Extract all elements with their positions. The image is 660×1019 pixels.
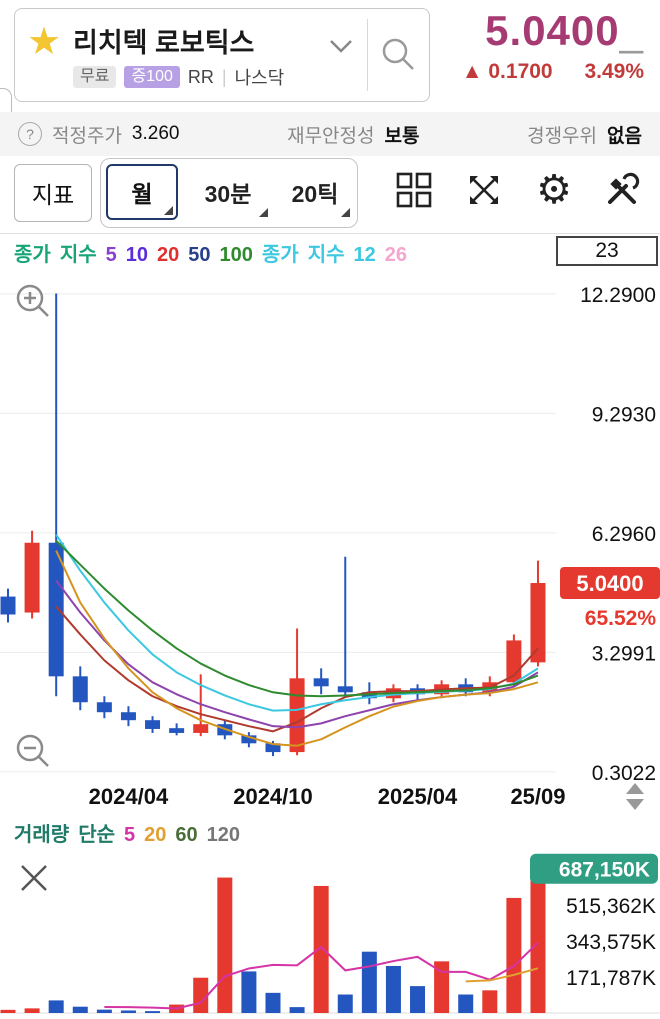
svg-text:5.0400: 5.0400: [576, 571, 643, 596]
legend-item: 지수: [307, 244, 345, 266]
help-icon[interactable]: ?: [18, 122, 42, 146]
stability-group: 재무안정성 보통: [287, 121, 419, 148]
advantage-label: 경쟁우위: [527, 125, 598, 147]
svg-text:3.2991: 3.2991: [592, 642, 656, 665]
svg-text:6.2960: 6.2960: [592, 523, 656, 546]
legend-item: 26: [384, 244, 407, 266]
svg-text:687,150K: 687,150K: [559, 859, 650, 882]
zoom-out-button[interactable]: [14, 732, 54, 772]
stock-name[interactable]: 리치텍 로보틱스: [73, 28, 255, 58]
advantage-value: 없음: [607, 125, 642, 147]
free-badge: 무료: [73, 65, 117, 89]
advantage-group: 경쟁우위 없음: [527, 121, 642, 148]
legend-item: 20: [144, 824, 167, 846]
svg-text:0.3022: 0.3022: [592, 762, 656, 780]
svg-text:343,575K: 343,575K: [566, 931, 656, 954]
rating-label: RR: [187, 66, 214, 87]
search-icon: [382, 38, 414, 70]
period-month-button[interactable]: 월: [106, 164, 178, 220]
legend-item: 50: [188, 244, 211, 266]
stock-badges: 무료 증100 RR | 나스닥: [73, 64, 284, 90]
toolbar-divider: [0, 233, 660, 234]
dropdown-corner-icon: [259, 208, 268, 217]
market-label: 나스닥: [234, 68, 285, 88]
x-axis: 2024/04 2024/10 2025/04 25/09: [0, 784, 660, 814]
price-change: ▲ 0.1700 3.49%: [462, 60, 644, 84]
legend-item: 거래량: [14, 824, 70, 846]
fair-price-group: ? 적정주가 3.260: [18, 121, 179, 148]
fundamentals-bar[interactable]: ? 적정주가 3.260 재무안정성 보통 경쟁우위 없음: [0, 112, 660, 156]
scroll-up-icon[interactable]: [626, 783, 644, 794]
svg-text:9.2930: 9.2930: [592, 403, 656, 426]
volume-chart[interactable]: 687,150K 515,362K 343,575K 171,787K: [0, 845, 660, 1019]
dropdown-corner-icon: [341, 208, 350, 217]
legend-item: 120: [206, 824, 241, 846]
stability-value: 보통: [384, 125, 420, 147]
expand-icon: [470, 176, 498, 204]
grid-layout-icon: [396, 172, 432, 208]
favorite-star-icon[interactable]: ★: [27, 21, 62, 63]
fullscreen-button[interactable]: [462, 168, 506, 212]
zoom-in-icon: [16, 284, 49, 317]
badge-divider: |: [221, 66, 227, 87]
price-cursor: _: [619, 7, 644, 54]
legend-item: 10: [125, 244, 148, 266]
chart-scroll-control[interactable]: [626, 783, 644, 810]
layout-grid-button[interactable]: [392, 168, 436, 212]
margin-badge: 증100: [124, 65, 180, 89]
chevron-down-icon[interactable]: [329, 39, 353, 58]
legend-item: 5: [124, 824, 136, 846]
svg-text:65.52%: 65.52%: [585, 607, 657, 630]
legend-item: 12: [353, 244, 376, 266]
settings-button[interactable]: ⚙: [532, 168, 576, 212]
tools-icon: [608, 172, 640, 204]
volume-close-button[interactable]: [16, 860, 52, 896]
legend-item: 60: [175, 824, 198, 846]
settings-gear-icon: ⚙: [536, 168, 572, 212]
legend-item: 100: [219, 244, 253, 266]
volume-legend: 거래량 단순 5 20 60 120: [14, 818, 249, 847]
legend-item: 20: [157, 244, 180, 266]
x-axis-label: 25/09: [510, 784, 566, 809]
search-button[interactable]: [368, 9, 429, 101]
stability-label: 재무안정성: [287, 125, 375, 147]
legend-item: 종가: [261, 244, 299, 266]
indicator-button[interactable]: 지표: [14, 164, 92, 222]
price-block: 5.0400_ ▲ 0.1700 3.49%: [462, 7, 644, 84]
svg-text:515,362K: 515,362K: [566, 895, 656, 918]
svg-text:12.2900: 12.2900: [580, 284, 656, 307]
current-price: 5.0400_: [485, 7, 644, 54]
price-chart[interactable]: 12.2900 9.2930 6.2960 3.2991 0.3022 5.0400 65.…: [0, 268, 660, 785]
period-20tick-button[interactable]: 20틱: [277, 164, 353, 220]
legend-item: 지수: [59, 244, 97, 266]
price-legend: 종가 지수 5 10 20 50 100 종가 지수 12 26: [14, 238, 416, 267]
change-arrow-icon: ▲: [461, 60, 483, 84]
dropdown-corner-icon: [164, 206, 173, 215]
zoom-out-icon: [16, 734, 49, 767]
svg-text:171,787K: 171,787K: [566, 967, 656, 990]
x-axis-label: 2025/04: [377, 784, 458, 809]
close-icon: [21, 865, 47, 891]
legend-item: 종가: [14, 244, 51, 266]
change-value: 0.1700: [488, 60, 553, 84]
card-divider: [367, 19, 368, 91]
change-percent: 3.49%: [584, 60, 644, 84]
x-axis-label: 2024/04: [88, 784, 169, 809]
legend-item: 5: [105, 244, 117, 266]
fair-price-value: 3.260: [131, 123, 180, 144]
scroll-down-icon[interactable]: [626, 799, 644, 810]
candle-count-box[interactable]: 23: [556, 236, 658, 266]
drawing-tools-button[interactable]: [600, 168, 644, 212]
x-axis-label: 2024/10: [233, 784, 313, 809]
stock-header-card: ★ 리치텍 로보틱스 무료 증100 RR | 나스닥: [14, 8, 430, 102]
period-selector-group: 월 30분 20틱: [100, 158, 358, 228]
fair-price-label: 적정주가: [52, 125, 122, 147]
legend-item: 단순: [78, 824, 116, 846]
period-30min-button[interactable]: 30분: [185, 164, 271, 220]
zoom-in-button[interactable]: [14, 282, 54, 322]
